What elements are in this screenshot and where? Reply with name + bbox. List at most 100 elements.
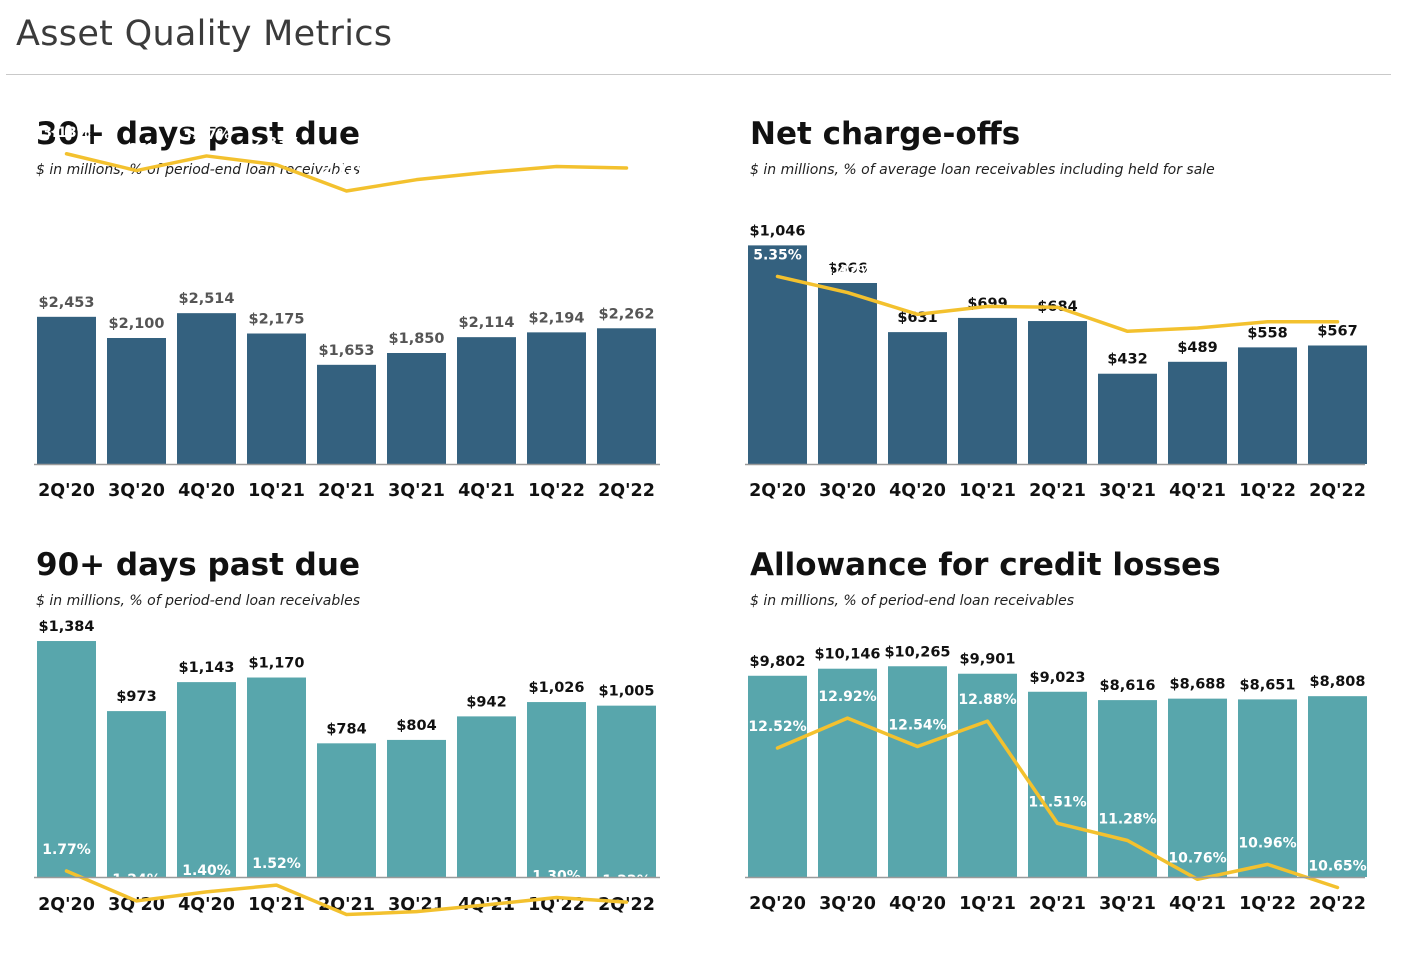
chart-subtitle: $ in millions, % of average loan receiva… — [750, 162, 1215, 178]
x-tick-label: 3Q'21 — [1099, 894, 1156, 914]
chart-title: Allowance for credit losses — [750, 547, 1221, 583]
bar — [317, 743, 376, 877]
bar — [1238, 699, 1297, 877]
chart-90-days-past-due: 90+ days past due $ in millions, % of pe… — [34, 547, 676, 957]
bar — [317, 364, 376, 464]
rate-label: 3.13% — [42, 125, 91, 141]
bar — [1098, 373, 1157, 464]
rate-label: 1.30% — [532, 869, 581, 885]
x-tick-label: 2Q'20 — [38, 895, 95, 915]
bar — [527, 702, 586, 877]
chart-title: 30+ days past due — [36, 116, 360, 152]
bar-value-label: $2,114 — [459, 315, 515, 331]
bar-value-label: $8,616 — [1100, 678, 1156, 694]
bar — [1168, 698, 1227, 877]
rate-label: 12.54% — [888, 718, 946, 734]
rate-label: 1.17% — [462, 876, 511, 892]
x-tick-label: 3Q'21 — [388, 481, 445, 501]
chart-30-days-past-due: 30+ days past due $ in millions, % of pe… — [34, 116, 676, 526]
page-title: Asset Quality Metrics — [16, 14, 393, 54]
bar-value-label: $784 — [326, 721, 366, 737]
rate-label: 11.28% — [1098, 812, 1156, 828]
bar — [37, 316, 96, 464]
rate-label: 11.51% — [1028, 794, 1086, 810]
bar-value-label: $10,265 — [884, 644, 950, 660]
bar-value-label: $489 — [1177, 340, 1217, 356]
bar-value-label: $1,026 — [529, 680, 585, 696]
bar-value-label: $1,143 — [179, 660, 235, 676]
x-tick-label: 4Q'20 — [889, 481, 946, 501]
rate-line — [64, 152, 629, 193]
bar — [818, 668, 877, 877]
rate-label: 12.92% — [818, 689, 876, 705]
rate-label: 2.73% — [1243, 293, 1292, 309]
rate-label: 1.22% — [602, 873, 651, 889]
chart-subtitle: $ in millions, % of period-end loan rece… — [36, 593, 361, 609]
bar-value-label: $8,651 — [1240, 677, 1296, 693]
bar — [107, 711, 166, 877]
bar — [107, 338, 166, 464]
bar-value-label: $973 — [116, 689, 156, 705]
x-tick-label: 4Q'20 — [889, 894, 946, 914]
rate-label: 3.57% — [1033, 278, 1082, 294]
rate-label: 12.52% — [748, 719, 806, 735]
bar — [177, 682, 236, 877]
bar — [387, 353, 446, 464]
rate-label: 5.35% — [753, 247, 802, 263]
bar — [1308, 345, 1367, 464]
bar-value-label: $8,688 — [1170, 677, 1226, 693]
x-tick-label: 3Q'20 — [819, 894, 876, 914]
bar-value-label: $1,046 — [750, 223, 806, 239]
bar — [888, 332, 947, 464]
rate-label: 10.96% — [1238, 835, 1296, 851]
x-tick-label: 3Q'21 — [1099, 481, 1156, 501]
bar-value-label: $2,453 — [39, 295, 95, 311]
bar-value-label: $1,170 — [249, 656, 305, 672]
bar-value-label: $1,005 — [599, 684, 655, 700]
bar — [818, 283, 877, 464]
rate-line — [64, 869, 629, 917]
bar — [37, 641, 96, 877]
rate-label: 1.05% — [392, 883, 441, 899]
rate-label: 2.83% — [252, 136, 301, 152]
rate-label: 1.52% — [252, 856, 301, 872]
x-tick-label: 2Q'20 — [749, 481, 806, 501]
bar — [527, 332, 586, 464]
rate-label: 4.42% — [823, 264, 872, 280]
x-tick-label: 2Q'20 — [749, 894, 806, 914]
chart-subtitle: $ in millions, % of period-end loan rece… — [750, 593, 1075, 609]
bar-value-label: $558 — [1247, 325, 1287, 341]
bar-value-label: $2,194 — [529, 310, 585, 326]
x-tick-label: 1Q'22 — [1239, 481, 1296, 501]
rate-label: 2.11% — [322, 162, 371, 178]
x-tick-label: 1Q'21 — [248, 895, 305, 915]
x-tick-label: 2Q'21 — [1029, 894, 1086, 914]
x-tick-label: 4Q'20 — [178, 895, 235, 915]
bar-value-label: $1,850 — [389, 331, 445, 347]
bar-value-label: $2,514 — [179, 291, 235, 307]
rate-label: 3.62% — [963, 277, 1012, 293]
chart-allowance-for-credit-losses: Allowance for credit losses $ in million… — [745, 547, 1390, 957]
x-tick-label: 1Q'21 — [959, 894, 1016, 914]
rate-label: 2.74% — [602, 139, 651, 155]
bar — [597, 705, 656, 877]
rate-label: 2.62% — [462, 143, 511, 159]
rate-label: 1.24% — [112, 872, 161, 888]
bar — [457, 716, 516, 877]
x-tick-label: 1Q'22 — [528, 481, 585, 501]
x-tick-label: 4Q'21 — [1169, 894, 1226, 914]
bar — [597, 328, 656, 464]
bar-value-label: $9,901 — [960, 652, 1016, 668]
rate-label: 2.42% — [392, 151, 441, 167]
rate-label: 2.67% — [112, 142, 161, 158]
bar — [1028, 691, 1087, 877]
bar — [1028, 321, 1087, 464]
title-divider — [6, 74, 1391, 75]
rate-label: 10.65% — [1308, 859, 1366, 875]
x-tick-label: 2Q'22 — [598, 895, 655, 915]
bar-value-label: $866 — [827, 261, 867, 277]
chart-svg: $1,3841.77%2Q'20$9731.24%3Q'20$1,1431.40… — [34, 619, 660, 917]
bar — [1308, 696, 1367, 877]
bar — [457, 337, 516, 464]
bar-value-label: $2,262 — [599, 306, 655, 322]
